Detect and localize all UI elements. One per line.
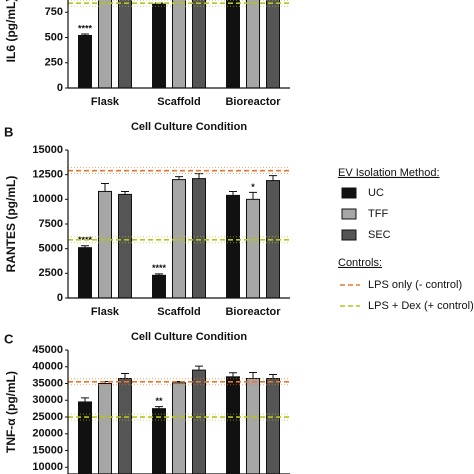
significance: ** [155,396,163,406]
bar [266,0,280,89]
bar [172,382,186,474]
error-bar [249,191,257,200]
y-tick-label: 10000 [32,193,63,205]
x-tick-label: Bioreactor [225,306,281,318]
bar [152,274,166,299]
x-tick-label: Scaffold [157,96,200,108]
error-bar [81,33,89,36]
y-tick-label: 10000 [32,461,63,473]
error-bar [101,183,109,192]
error-bar [121,372,129,379]
bar [172,0,186,89]
x-tick-label: Flask [91,96,120,108]
error-bar [81,397,89,402]
bar [172,179,186,299]
y-tick-label: 5000 [39,243,63,255]
y-tick-label: 45000 [32,344,63,356]
y-tick-label: 15000 [32,444,63,456]
error-bar [81,245,89,248]
x-axis-title: Cell Culture Condition [131,121,247,133]
bar [246,0,260,89]
legend-label: TFF [368,208,388,220]
error-bar [269,175,277,181]
error-bar [229,190,237,196]
y-tick-label: 30000 [32,394,63,406]
bar [266,377,280,474]
error-bar [175,176,183,180]
y-tick-label: 0 [57,292,63,304]
bar [192,0,206,89]
bar [152,408,166,474]
y-axis-title: TNF-α (pg/mL) [4,371,18,453]
bar [118,377,132,474]
error-bar [195,365,203,371]
y-tick-label: 35000 [32,377,63,389]
bar [118,0,132,89]
significance: **** [78,23,93,33]
legend-label: UC [368,187,384,199]
bar [118,193,132,299]
y-tick-label: 500 [45,31,63,43]
x-tick-label: Scaffold [157,306,200,318]
y-tick-label: 25000 [32,411,63,423]
bar [98,190,112,299]
significance: **** [152,263,167,273]
y-axis-title: IL6 (pg/mL) [4,0,18,62]
legend-swatch [341,208,357,220]
bar [226,194,240,299]
y-tick-label: 750 [45,6,63,18]
error-bar [269,373,277,379]
bar [152,3,166,89]
bar [192,369,206,474]
legend-title: Controls: [338,257,382,269]
legend-label: SEC [368,229,391,241]
error-bar [229,372,237,377]
panel-label: C [4,331,14,346]
error-bar [155,273,163,276]
error-bar [195,173,203,179]
bar [78,247,92,299]
bar [226,376,240,474]
y-tick-label: 40000 [32,361,63,373]
legend-label: LPS + Dex (+ control) [368,300,474,312]
error-bar [121,190,129,195]
panel-label: B [4,124,13,139]
x-tick-label: Flask [91,306,120,318]
bar [192,178,206,299]
bar [98,383,112,474]
legend-label: LPS only (- control) [368,279,462,291]
y-tick-label: 250 [45,57,63,69]
bar [246,377,260,474]
legend-swatch [341,187,357,199]
y-tick-label: 2500 [39,267,63,279]
legend-title: EV Isolation Method: [338,167,440,179]
y-tick-label: 0 [57,82,63,94]
bar [246,198,260,299]
significance: * [251,182,255,192]
x-tick-label: Bioreactor [225,96,281,108]
error-bar [155,406,163,409]
x-axis-title: Cell Culture Condition [131,331,247,343]
y-axis-title: RANTES (pg/mL) [4,176,18,273]
legend-swatch [341,229,357,241]
y-tick-label: 20000 [32,428,63,440]
y-tick-label: 15000 [32,144,63,156]
bar [78,401,92,474]
bar [98,0,112,89]
bar [226,0,240,89]
y-tick-label: 7500 [39,218,63,230]
error-bar [249,371,257,379]
bar [78,34,92,89]
y-tick-label: 12500 [32,169,63,181]
